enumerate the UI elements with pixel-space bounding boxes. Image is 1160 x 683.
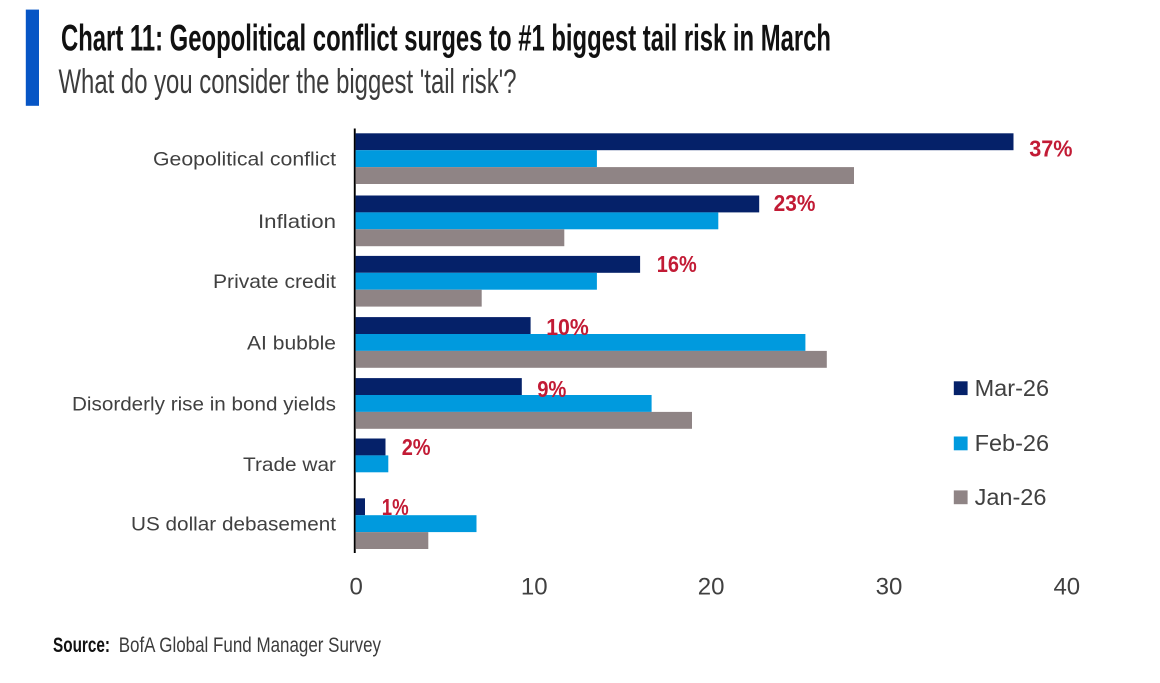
svg-text:BofA Global Fund Manager Surve: BofA Global Fund Manager Survey	[119, 634, 382, 657]
svg-text:30: 30	[876, 574, 903, 601]
svg-text:37%: 37%	[1029, 136, 1072, 162]
svg-text:Source:: Source:	[53, 634, 110, 657]
svg-text:Disorderly rise in bond yields: Disorderly rise in bond yields	[72, 393, 336, 415]
svg-text:Mar-26: Mar-26	[975, 375, 1049, 401]
svg-text:16%: 16%	[657, 251, 697, 277]
svg-text:9%: 9%	[537, 376, 566, 402]
svg-text:20: 20	[698, 574, 725, 601]
svg-text:0: 0	[350, 574, 363, 601]
svg-text:1%: 1%	[382, 494, 409, 520]
svg-text:23%: 23%	[774, 190, 816, 216]
svg-text:Trade war: Trade war	[243, 454, 337, 476]
svg-text:2%: 2%	[402, 434, 431, 460]
svg-text:What do you consider the bigge: What do you consider the biggest 'tail r…	[59, 63, 517, 101]
svg-text:10: 10	[521, 574, 548, 601]
svg-text:Jan-26: Jan-26	[975, 484, 1047, 510]
svg-text:40: 40	[1053, 574, 1080, 601]
svg-text:Chart 11: Geopolitical conflic: Chart 11: Geopolitical conflict surges t…	[61, 18, 831, 59]
svg-text:Geopolitical conflict: Geopolitical conflict	[153, 149, 337, 171]
svg-text:AI bubble: AI bubble	[247, 332, 336, 354]
svg-text:Feb-26: Feb-26	[975, 430, 1049, 456]
svg-text:Inflation: Inflation	[258, 211, 336, 233]
svg-text:US dollar debasement: US dollar debasement	[131, 514, 337, 536]
svg-text:Private credit: Private credit	[213, 271, 337, 293]
svg-text:10%: 10%	[546, 314, 589, 340]
